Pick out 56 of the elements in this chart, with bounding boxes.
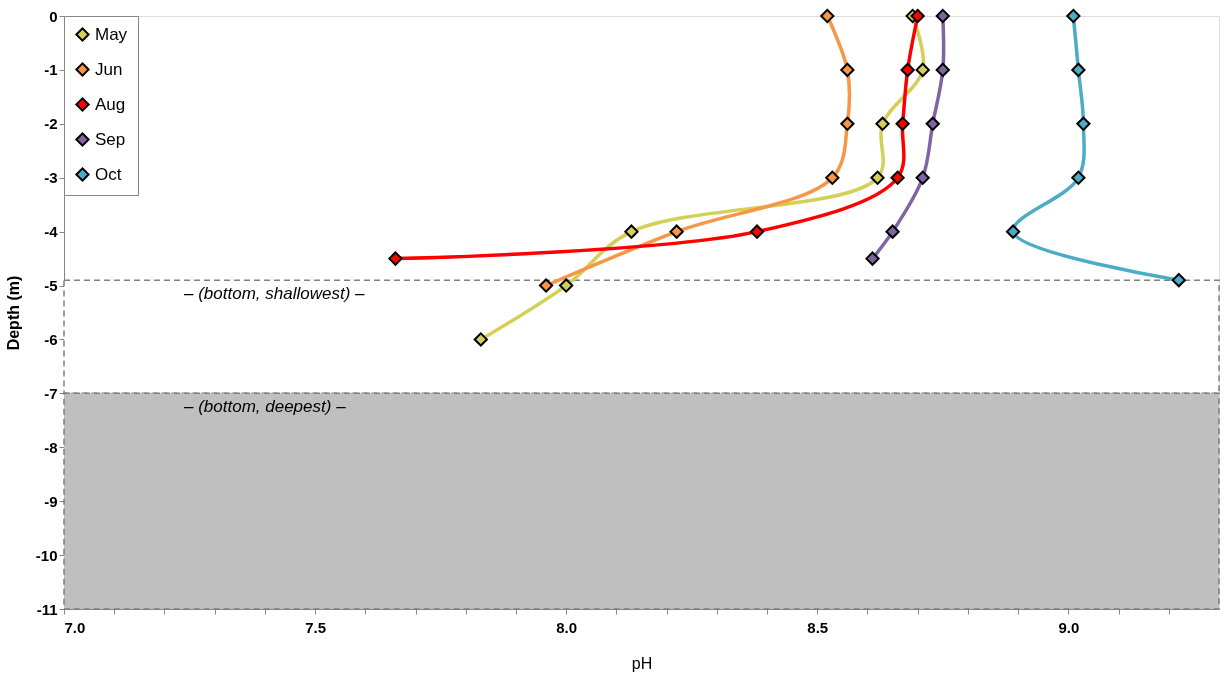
y-axis-title: Depth (m) <box>4 275 22 351</box>
point <box>890 170 905 185</box>
x-tick-label: 8.5 <box>807 618 829 636</box>
point <box>1076 116 1091 131</box>
point <box>935 8 950 24</box>
y-tick-label: -8 <box>44 438 58 456</box>
point <box>900 62 915 78</box>
point <box>624 224 639 239</box>
band-label: – (bottom, shallowest) – <box>183 284 366 304</box>
point <box>925 116 940 131</box>
x-tick-label: 7.5 <box>305 618 327 636</box>
legend-label: Jun <box>95 59 123 79</box>
y-tick-label: -2 <box>44 115 58 133</box>
point <box>669 224 684 239</box>
point <box>840 62 855 78</box>
y-tick-label: -11 <box>36 600 58 618</box>
point <box>538 278 554 293</box>
point <box>840 116 855 131</box>
point <box>749 224 765 239</box>
point <box>875 116 890 131</box>
point <box>473 332 488 347</box>
point <box>865 251 880 266</box>
point <box>1066 8 1081 24</box>
x-tick-label: 9.0 <box>1058 618 1080 636</box>
point <box>1071 62 1086 78</box>
point <box>885 224 900 239</box>
y-tick-label: -10 <box>35 546 58 564</box>
y-tick-label: 0 <box>49 7 58 25</box>
point <box>820 8 835 24</box>
legend-label: Aug <box>95 94 126 114</box>
point <box>895 116 910 131</box>
x-axis-title: pH <box>631 654 653 672</box>
band-label: – (bottom, deepest) – <box>183 397 347 417</box>
point <box>870 170 885 185</box>
point <box>910 8 925 24</box>
y-tick-label: -5 <box>44 277 58 295</box>
point <box>388 251 403 266</box>
legend-label: Oct <box>95 164 122 184</box>
x-tick-label: 7.0 <box>64 618 86 636</box>
y-tick-label: -4 <box>44 223 59 241</box>
y-tick-label: -1 <box>44 61 58 79</box>
point <box>935 62 950 78</box>
y-tick-label: -3 <box>44 169 58 187</box>
y-tick-label: -6 <box>44 330 58 348</box>
point <box>915 62 930 78</box>
x-tick-label: 8.0 <box>556 618 578 636</box>
y-tick-label: -9 <box>44 492 58 510</box>
point <box>559 278 574 293</box>
y-tick-label: -7 <box>44 384 58 402</box>
point <box>825 170 840 185</box>
point <box>1071 170 1086 185</box>
legend-label: Sep <box>95 129 126 149</box>
legend-label: May <box>95 24 128 44</box>
point <box>1171 273 1186 288</box>
point <box>915 170 930 185</box>
point <box>1005 224 1021 239</box>
